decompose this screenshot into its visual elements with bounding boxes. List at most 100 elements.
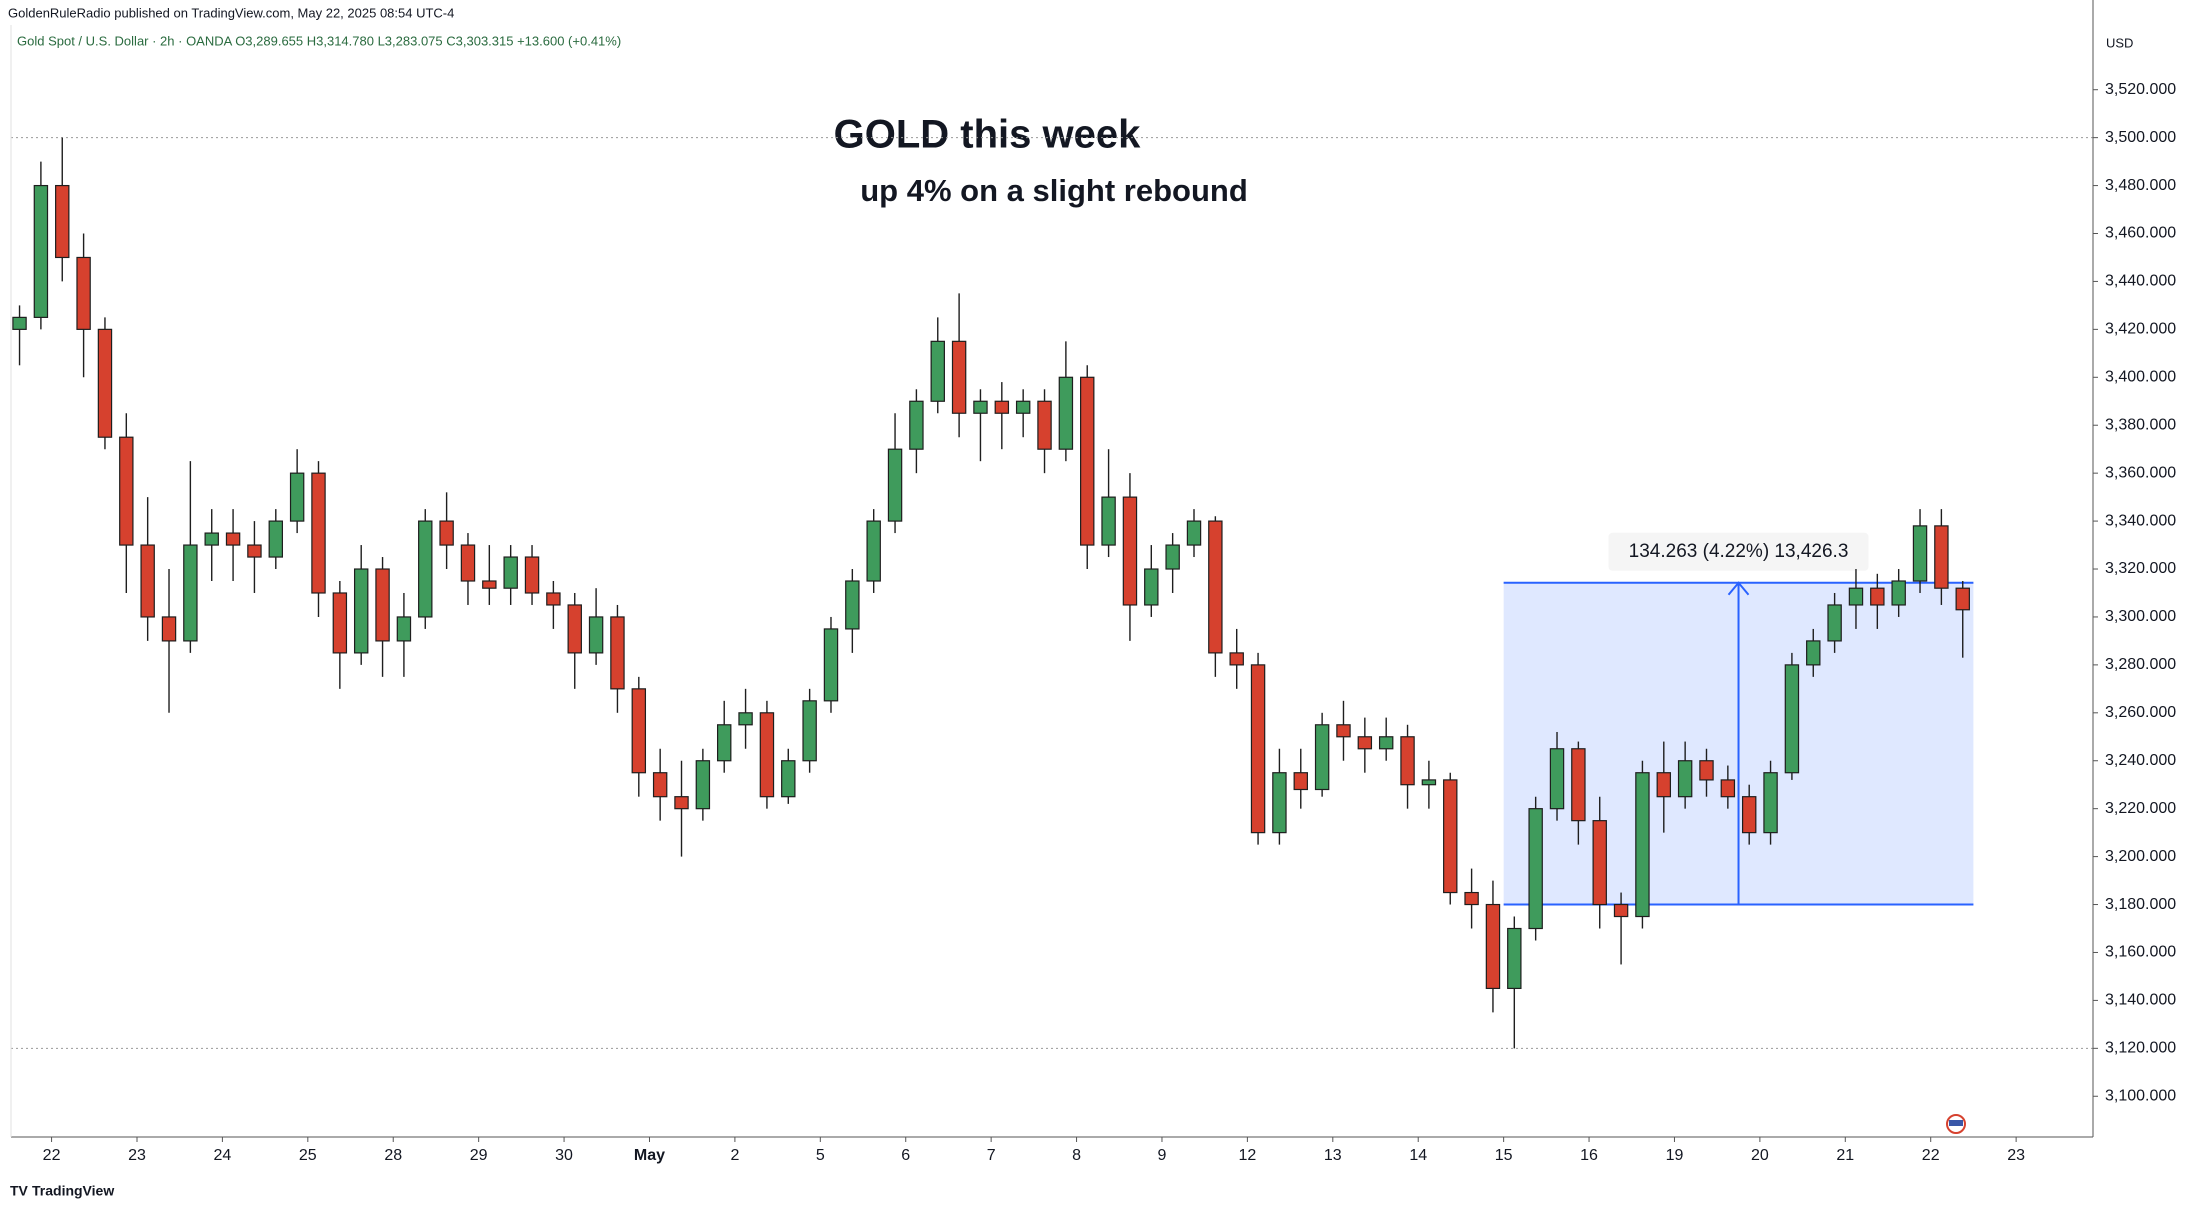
candle-body <box>161 616 177 642</box>
candle-body <box>1870 587 1885 606</box>
candle-body <box>1677 760 1693 798</box>
y-tick-label: 3,400.000 <box>2105 369 2176 386</box>
candle-body <box>503 556 518 589</box>
attribution: GoldenRuleRadio published on TradingView… <box>8 5 454 20</box>
candle-body <box>55 184 70 259</box>
y-tick-label: 3,140.000 <box>2105 992 2176 1009</box>
candle-body <box>140 544 155 618</box>
y-tick-label: 3,180.000 <box>2105 896 2176 913</box>
candle-body <box>353 568 369 654</box>
candle-body <box>951 340 967 414</box>
candle-body <box>1144 568 1159 606</box>
candle-body <box>1165 544 1180 570</box>
candle-body <box>1784 664 1800 774</box>
candle-body <box>781 760 796 798</box>
candle-body <box>845 580 860 630</box>
candle-body <box>1443 779 1458 894</box>
candle-body <box>1699 760 1714 781</box>
y-tick-label: 3,280.000 <box>2105 656 2176 673</box>
chart-subtitle: up 4% on a slight rebound <box>860 173 1248 208</box>
candle-body <box>759 712 775 798</box>
candle-body <box>225 532 241 546</box>
y-tick-label: 3,440.000 <box>2105 273 2176 290</box>
candle-body <box>332 592 348 654</box>
candle-body <box>1421 779 1437 786</box>
candle-body <box>610 616 625 690</box>
x-tick-label: 15 <box>1495 1147 1513 1164</box>
y-tick-label: 3,340.000 <box>2105 512 2176 529</box>
candle-body <box>97 328 113 438</box>
candle-body <box>1613 903 1629 918</box>
candle-body <box>375 568 390 642</box>
x-tick-label: 28 <box>384 1147 402 1164</box>
y-tick-label: 3,420.000 <box>2105 321 2176 338</box>
candle-body <box>631 688 647 774</box>
x-tick-label: 23 <box>128 1147 146 1164</box>
candle-body <box>716 724 732 762</box>
candle-body <box>1485 903 1501 990</box>
candle-body <box>1549 748 1565 810</box>
candle-body <box>268 520 284 558</box>
x-tick-label: 24 <box>214 1147 232 1164</box>
candle-body <box>588 616 604 654</box>
candle-body <box>119 436 134 546</box>
x-tick-label: 22 <box>43 1147 61 1164</box>
candle-body <box>1848 587 1864 606</box>
measure-label: 134.263 (4.22%) 13,426.3 <box>1629 541 1849 562</box>
candle-body <box>973 400 988 414</box>
candle-body <box>418 520 433 618</box>
candle-body <box>567 604 582 654</box>
x-tick-label: 22 <box>1922 1147 1940 1164</box>
x-tick-label: 8 <box>1072 1147 1081 1164</box>
candle-body <box>396 616 412 642</box>
y-tick-label: 3,380.000 <box>2105 416 2176 433</box>
x-tick-label: May <box>634 1147 665 1164</box>
candle-body <box>1464 891 1479 906</box>
candle-body <box>802 700 817 762</box>
candle-body <box>1186 520 1202 546</box>
brand: TradingView <box>32 1183 114 1199</box>
currency-label: USD <box>2106 35 2133 50</box>
chart-title: GOLD this week <box>834 113 1141 157</box>
candle-body <box>994 400 1010 414</box>
candle-body <box>1891 580 1906 606</box>
candle-body <box>76 256 91 330</box>
x-tick-label: 9 <box>1158 1147 1167 1164</box>
candle-body <box>1763 772 1778 834</box>
x-tick-label: 30 <box>555 1147 573 1164</box>
x-tick-label: 5 <box>816 1147 825 1164</box>
candle-body <box>887 448 903 522</box>
candle-body <box>12 316 27 330</box>
candle-body <box>1571 748 1586 822</box>
candle-body <box>460 544 476 582</box>
y-tick-label: 3,120.000 <box>2105 1040 2176 1057</box>
candle-body <box>1912 525 1928 582</box>
x-tick-label: 13 <box>1324 1147 1342 1164</box>
y-tick-label: 3,480.000 <box>2105 177 2176 194</box>
candle-body <box>204 532 219 546</box>
candle-body <box>695 760 711 810</box>
x-tick-label: 23 <box>2007 1147 2025 1164</box>
candle-body <box>1507 927 1522 990</box>
y-tick-label: 3,200.000 <box>2105 848 2176 865</box>
candle-body <box>247 544 262 558</box>
candle-body <box>1528 808 1543 930</box>
candle-body <box>674 796 689 810</box>
candle-body <box>1827 604 1842 642</box>
candle-body <box>183 544 198 642</box>
x-tick-label: 12 <box>1238 1147 1256 1164</box>
x-tick-label: 21 <box>1836 1147 1854 1164</box>
y-tick-label: 3,220.000 <box>2105 800 2176 817</box>
y-tick-label: 3,300.000 <box>2105 608 2176 625</box>
x-tick-label: 6 <box>901 1147 910 1164</box>
candle-body <box>33 184 49 318</box>
candle-body <box>823 628 839 702</box>
candle-body <box>1058 376 1074 450</box>
x-tick-label: 29 <box>470 1147 488 1164</box>
candle-body <box>1272 772 1287 834</box>
candle-body <box>652 772 668 798</box>
x-tick-label: 16 <box>1580 1147 1598 1164</box>
candle-body <box>524 556 540 594</box>
y-tick-label: 3,520.000 <box>2105 81 2176 98</box>
candle-body <box>1635 772 1650 918</box>
